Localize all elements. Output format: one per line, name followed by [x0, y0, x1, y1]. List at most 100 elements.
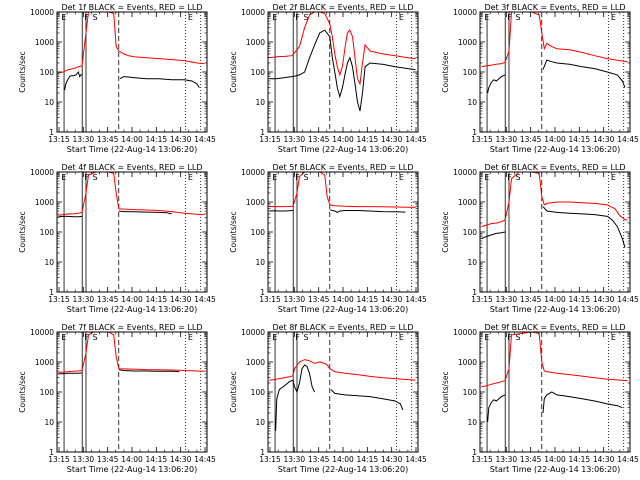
x-tick-label: 13:15	[471, 295, 493, 304]
y-axis-label: Counts/sec	[441, 51, 450, 92]
panel-title: Det 5f BLACK = Events, RED = LLD	[272, 163, 413, 172]
series-line-events	[542, 59, 626, 88]
x-tick-label: 14:00	[332, 295, 354, 304]
series-line-events	[269, 210, 294, 212]
x-tick-label: 14:30	[381, 295, 403, 304]
x-tick-label: 13:30	[284, 295, 306, 304]
x-tick-label: 14:30	[170, 135, 192, 144]
marker-letter: S	[516, 333, 521, 342]
x-tick-label: 13:30	[496, 135, 518, 144]
y-axis-label: Counts/sec	[18, 51, 27, 92]
marker-letter: E	[61, 333, 66, 342]
y-tick-label: 10	[44, 258, 54, 267]
marker-letter: E	[399, 13, 404, 22]
y-tick-label: 1000	[246, 358, 265, 367]
x-tick-label: 14:30	[593, 135, 615, 144]
marker-letter: S	[304, 13, 309, 22]
x-tick-label: 14:45	[194, 455, 216, 464]
x-tick-label: 13:30	[73, 295, 95, 304]
marker-letter: S	[304, 173, 309, 182]
x-tick-label: 13:15	[471, 135, 493, 144]
x-tick-label: 14:30	[593, 455, 615, 464]
x-tick-label: 14:15	[569, 455, 591, 464]
x-tick-label: 13:45	[308, 135, 330, 144]
marker-letter: E	[484, 333, 489, 342]
x-tick-label: 13:45	[520, 135, 542, 144]
series-line-events	[275, 364, 316, 432]
marker-letter: E	[272, 13, 277, 22]
x-axis-label: Start Time (22-Aug-14 13:06:20)	[278, 305, 409, 314]
x-tick-label: 14:45	[194, 135, 216, 144]
marker-letter: S	[516, 13, 521, 22]
x-tick-label: 13:45	[308, 455, 330, 464]
series-line-events	[58, 372, 83, 375]
series-line-lld	[269, 12, 416, 86]
y-tick-label: 10	[467, 418, 477, 427]
x-tick-label: 13:30	[496, 455, 518, 464]
x-tick-label: 13:15	[471, 455, 493, 464]
x-tick-label: 14:00	[121, 455, 143, 464]
x-tick-label: 13:15	[259, 295, 281, 304]
series-line-events	[269, 29, 416, 112]
x-tick-label: 13:15	[48, 455, 70, 464]
y-tick-label: 1	[49, 128, 54, 137]
x-tick-label: 14:00	[544, 135, 566, 144]
y-tick-label: 1	[260, 448, 265, 457]
x-tick-label: 14:15	[146, 455, 168, 464]
series-line-events	[487, 74, 506, 94]
marker-letter: S	[93, 173, 98, 182]
x-tick-label: 13:15	[259, 455, 281, 464]
y-axis-label: Counts/sec	[229, 51, 238, 92]
y-tick-label: 10000	[241, 168, 265, 177]
series-line-events	[542, 206, 626, 248]
y-tick-label: 10000	[241, 328, 265, 337]
x-axis-label: Start Time (22-Aug-14 13:06:20)	[490, 145, 621, 154]
panel-title: Det 1f BLACK = Events, RED = LLD	[61, 3, 202, 12]
x-tick-label: 14:45	[405, 455, 427, 464]
y-tick-label: 1000	[246, 198, 265, 207]
y-tick-label: 10	[44, 418, 54, 427]
x-axis-label: Start Time (22-Aug-14 13:06:20)	[67, 465, 198, 474]
y-tick-label: 10	[255, 98, 265, 107]
y-tick-label: 1	[49, 448, 54, 457]
x-tick-label: 14:15	[357, 135, 379, 144]
x-tick-label: 13:30	[73, 455, 95, 464]
y-tick-label: 100	[40, 68, 55, 77]
x-tick-label: 14:45	[405, 295, 427, 304]
x-tick-label: 13:45	[97, 295, 119, 304]
y-tick-label: 10	[44, 98, 54, 107]
y-tick-label: 1000	[246, 38, 265, 47]
panel-title: Det 4f BLACK = Events, RED = LLD	[61, 163, 202, 172]
series-line-lld	[481, 12, 628, 68]
x-tick-label: 14:30	[381, 135, 403, 144]
y-tick-label: 100	[463, 68, 478, 77]
x-tick-label: 13:30	[284, 455, 306, 464]
series-line-events	[330, 389, 404, 411]
x-tick-label: 13:45	[97, 455, 119, 464]
x-axis-label: Start Time (22-Aug-14 13:06:20)	[67, 305, 198, 314]
x-tick-label: 14:30	[593, 295, 615, 304]
y-tick-label: 1	[260, 288, 265, 297]
y-tick-label: 1000	[458, 198, 477, 207]
y-tick-label: 1	[472, 128, 477, 137]
y-tick-label: 1000	[35, 358, 54, 367]
y-tick-label: 1000	[458, 358, 477, 367]
x-tick-label: 13:45	[308, 295, 330, 304]
marker-letter: E	[188, 173, 193, 182]
marker-letter: F	[295, 333, 300, 342]
marker-letter: F	[295, 13, 300, 22]
y-tick-label: 10	[467, 258, 477, 267]
x-tick-label: 14:45	[405, 135, 427, 144]
marker-letter: E	[484, 173, 489, 182]
marker-letter: E	[188, 13, 193, 22]
y-tick-label: 1	[472, 448, 477, 457]
x-tick-label: 14:00	[121, 295, 143, 304]
y-tick-label: 10000	[453, 328, 477, 337]
y-axis-label: Counts/sec	[441, 371, 450, 412]
